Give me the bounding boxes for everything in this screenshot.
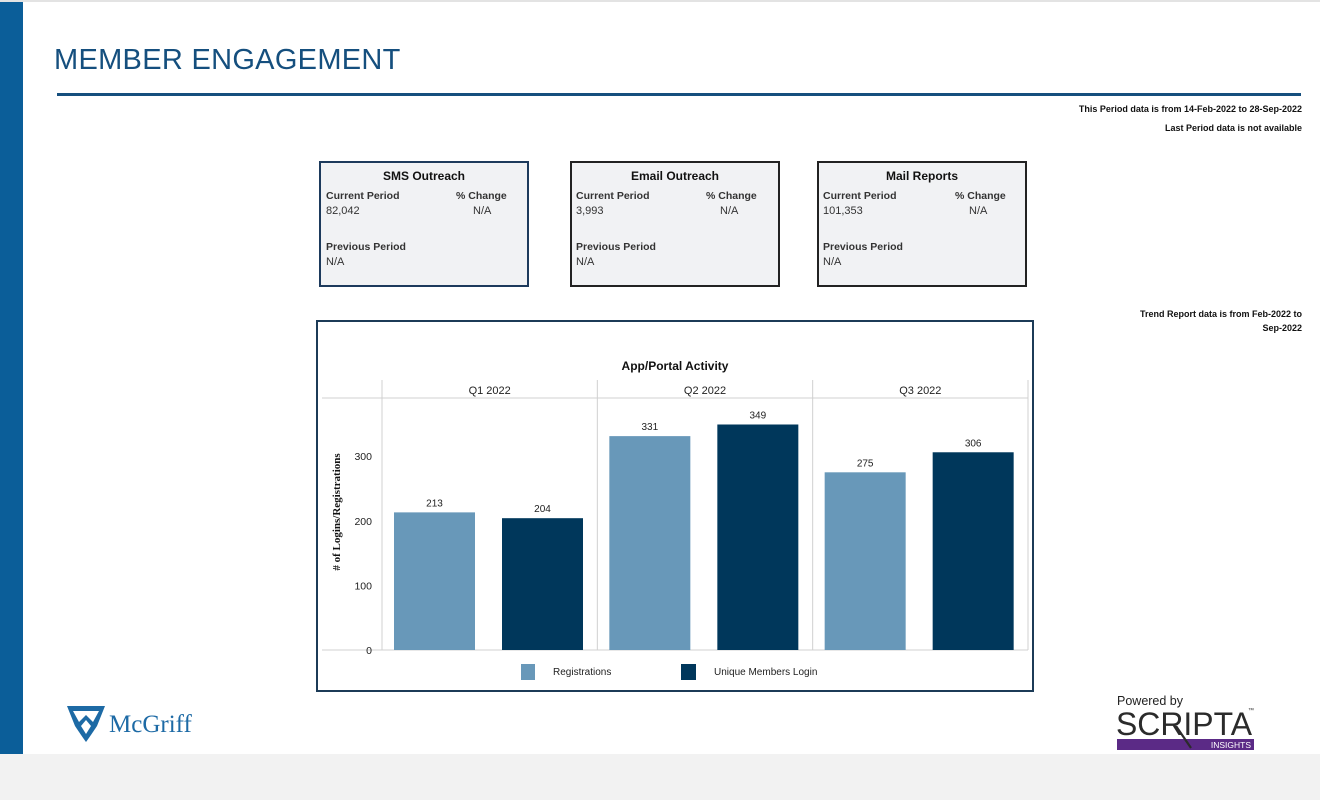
data-label: 306 [965, 438, 982, 449]
y-tick-label: 0 [366, 645, 372, 657]
legend-label-registrations: Registrations [553, 667, 611, 678]
category-header: Q1 2022 [469, 385, 511, 397]
report-page: MEMBER ENGAGEMENT This Period data is fr… [0, 0, 1320, 754]
previous-period-value: N/A [576, 256, 595, 268]
data-label: 275 [857, 458, 874, 469]
chart-title: App/Portal Activity [622, 359, 729, 373]
legend-swatch-registrations [521, 664, 535, 680]
bar [609, 436, 691, 650]
percent-change-value: N/A [720, 205, 739, 217]
sms-outreach-card: SMS Outreach Current Period % Change 82,… [319, 161, 529, 287]
scripta-wordmark: SCRIPTA [1116, 706, 1253, 742]
title-underline [57, 93, 1301, 96]
current-period-label: Current Period [576, 190, 650, 202]
previous-period-value: N/A [823, 256, 842, 268]
y-tick-label: 300 [354, 451, 372, 463]
powered-by-text: Powered by [1117, 694, 1184, 708]
y-axis-label: # of Logins/Registrations [331, 453, 343, 571]
bar [824, 472, 906, 650]
mcgriff-logo: McGriff [66, 702, 206, 751]
last-period-note: Last Period data is not available [1164, 123, 1302, 133]
data-label: 213 [426, 498, 443, 509]
top-divider [0, 0, 1320, 2]
current-period-label: Current Period [326, 190, 400, 202]
bar [932, 452, 1014, 650]
current-period-value: 101,353 [823, 205, 863, 217]
bar [394, 512, 475, 650]
category-header: Q2 2022 [684, 385, 726, 397]
insights-text: INSIGHTS [1211, 740, 1251, 750]
scripta-insights-logo: Powered by SCRIPTA ™ INSIGHTS [1116, 692, 1258, 757]
percent-change-value: N/A [473, 205, 492, 217]
card-title: Email Outreach [630, 169, 720, 183]
percent-change-label: % Change [955, 190, 1006, 202]
legend-swatch-unique-members-login [681, 664, 696, 680]
y-tick-label: 200 [354, 516, 372, 528]
mcgriff-wordmark: McGriff [109, 711, 193, 738]
percent-change-value: N/A [969, 205, 988, 217]
previous-period-label: Previous Period [576, 241, 656, 253]
email-outreach-card: Email Outreach Current Period % Change 3… [570, 161, 780, 287]
previous-period-label: Previous Period [823, 241, 903, 253]
bar [717, 424, 799, 650]
insights-band [1117, 739, 1254, 750]
magnifier-handle-icon [1175, 725, 1192, 749]
bar [502, 518, 583, 650]
period-note: This Period data is from 14-Feb-2022 to … [1078, 104, 1302, 114]
trademark-symbol: ™ [1248, 707, 1254, 714]
card-title: SMS Outreach [382, 169, 466, 183]
category-header: Q3 2022 [899, 385, 941, 397]
trend-note-line2: Sep-2022 [1262, 323, 1302, 333]
data-label: 331 [641, 422, 658, 433]
card-title: Mail Reports [885, 169, 958, 183]
page-title: MEMBER ENGAGEMENT [54, 44, 401, 76]
y-tick-label: 100 [354, 580, 372, 592]
bar-chart-svg: App/Portal Activity # of Logins/Registra… [322, 359, 1029, 680]
mail-reports-card: Mail Reports Current Period % Change 101… [817, 161, 1027, 287]
trend-note-line1: Trend Report data is from Feb-2022 to [1139, 309, 1302, 319]
app-portal-activity-chart: App/Portal Activity # of Logins/Registra… [316, 320, 1034, 692]
data-label: 349 [749, 410, 766, 421]
current-period-label: Current Period [823, 190, 897, 202]
data-label: 204 [534, 504, 551, 515]
percent-change-label: % Change [706, 190, 757, 202]
percent-change-label: % Change [456, 190, 507, 202]
current-period-value: 82,042 [326, 205, 360, 217]
left-accent-bar [0, 2, 23, 754]
previous-period-label: Previous Period [326, 241, 406, 253]
previous-period-value: N/A [326, 256, 345, 268]
legend-label-unique-members-login: Unique Members Login [714, 667, 817, 678]
current-period-value: 3,993 [576, 205, 604, 217]
